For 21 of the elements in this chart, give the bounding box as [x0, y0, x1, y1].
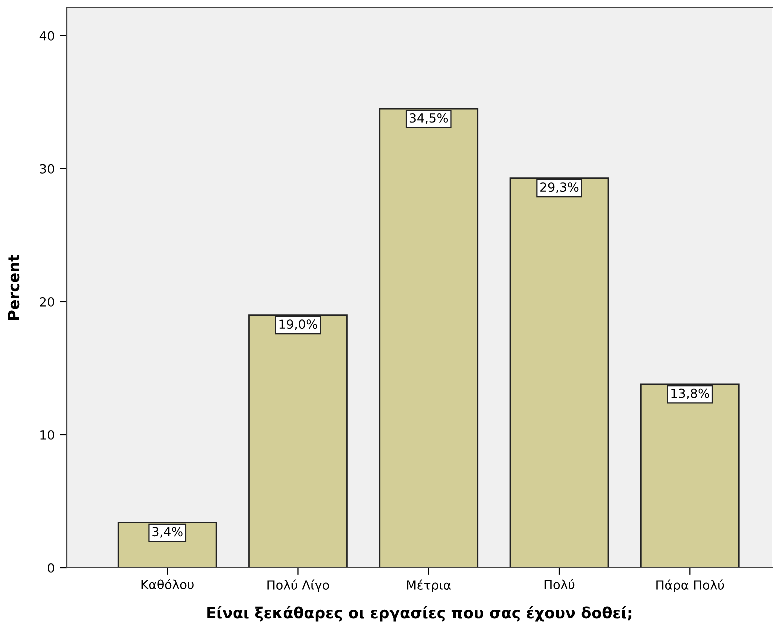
x-tick-label: Καθόλου: [142, 579, 194, 590]
bar: [379, 108, 479, 568]
y-tick-label: 20: [40, 297, 54, 307]
y-tick-label: 40: [40, 31, 54, 41]
x-axis-title: Είναι ξεκάθαρες οι εργασίες που σας έχουν δοθεί;: [208, 606, 632, 622]
bar: [510, 178, 610, 568]
y-axis-title: Percent: [8, 255, 20, 320]
data-label: 19,0%: [280, 320, 318, 330]
x-tick-label: Πολύ Λίγο: [268, 580, 330, 592]
x-tick-label: Πάρα Πολύ: [656, 580, 724, 592]
bar: [248, 314, 348, 568]
bar: [640, 384, 740, 568]
y-tick-label: 30: [40, 164, 54, 174]
x-tick-label: Μέτρια: [407, 580, 452, 592]
data-label: 13,8%: [672, 388, 710, 400]
y-tick-label: 0: [48, 563, 54, 573]
x-tick-label: Πολύ: [544, 579, 575, 590]
data-label: 3,4%: [152, 527, 183, 538]
data-label: 34,5%: [410, 113, 448, 124]
y-tick-label: 10: [40, 430, 54, 440]
data-label: 29,3%: [540, 182, 579, 194]
